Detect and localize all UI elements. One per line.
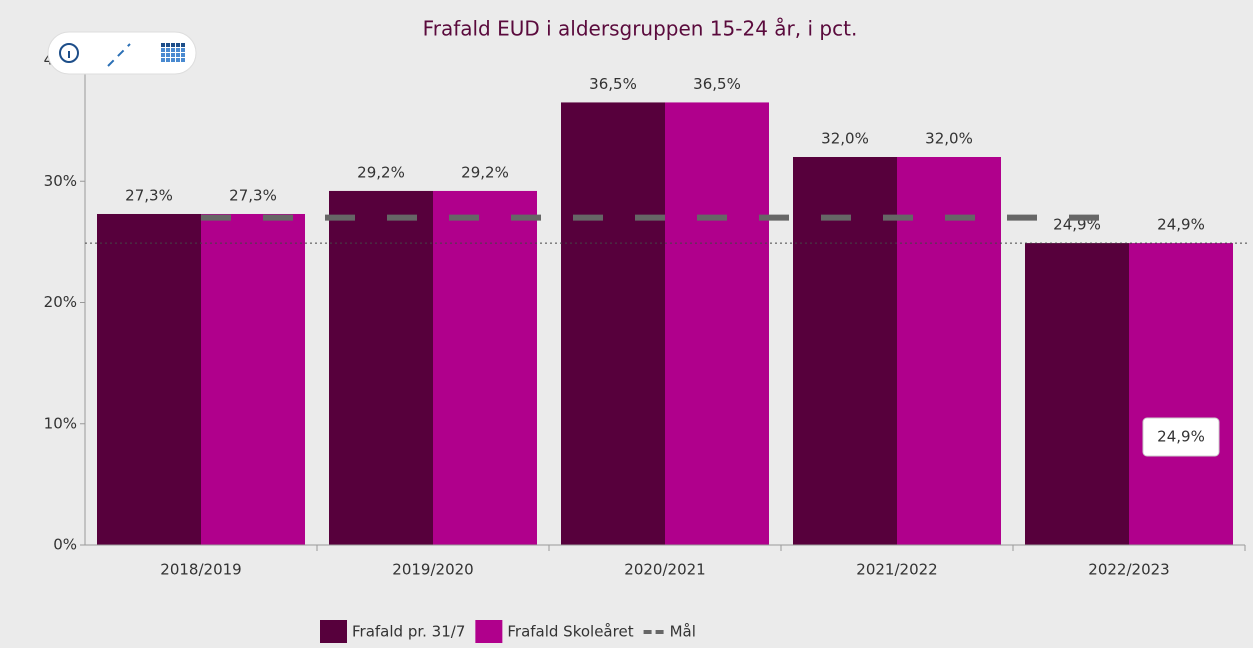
table-icon-cell[interactable] xyxy=(181,58,185,62)
table-icon-cell[interactable] xyxy=(166,48,170,52)
bar xyxy=(329,190,433,545)
table-icon-cell[interactable] xyxy=(171,48,175,52)
table-icon-cell[interactable] xyxy=(166,58,170,62)
table-icon-cell[interactable] xyxy=(171,58,175,62)
table-icon-cell[interactable] xyxy=(181,53,185,57)
bar xyxy=(665,102,769,545)
table-icon-cell[interactable] xyxy=(181,43,185,47)
x-tick-label: 2019/2020 xyxy=(392,561,473,579)
table-icon-cell[interactable] xyxy=(166,43,170,47)
table-icon-cell[interactable] xyxy=(171,43,175,47)
table-icon-cell[interactable] xyxy=(161,43,165,47)
x-tick-label: 2018/2019 xyxy=(160,561,241,579)
bar xyxy=(561,102,665,545)
bar xyxy=(433,190,537,545)
table-icon-cell[interactable] xyxy=(161,48,165,52)
legend-label: Frafald Skoleåret xyxy=(507,623,633,641)
x-tick-label: 2022/2023 xyxy=(1088,561,1169,579)
data-label: 36,5% xyxy=(693,75,741,93)
bar xyxy=(793,157,897,545)
legend-swatch xyxy=(475,620,503,643)
legend-swatch xyxy=(320,620,347,643)
table-icon-cell[interactable] xyxy=(176,48,180,52)
y-tick-label: 20% xyxy=(44,293,77,311)
info-icon[interactable] xyxy=(59,43,79,63)
table-icon-cell[interactable] xyxy=(176,43,180,47)
data-label: 29,2% xyxy=(357,163,405,181)
bar xyxy=(1129,243,1233,545)
y-tick-label: 10% xyxy=(44,414,77,432)
table-icon-cell[interactable] xyxy=(181,48,185,52)
y-tick-label: 30% xyxy=(44,172,77,190)
y-tick-label: 0% xyxy=(53,536,77,554)
data-label: 24,9% xyxy=(1157,216,1205,234)
data-label: 36,5% xyxy=(589,75,637,93)
expand-icon[interactable] xyxy=(107,43,131,67)
bar xyxy=(897,157,1001,545)
tooltip-box xyxy=(1142,417,1220,457)
legend-label: Mål xyxy=(670,623,696,641)
table-icon-cell[interactable] xyxy=(176,58,180,62)
table-icon-cell[interactable] xyxy=(161,53,165,57)
table-icon-cell[interactable] xyxy=(166,53,170,57)
data-label: 29,2% xyxy=(461,163,509,181)
table-icon-cell[interactable] xyxy=(171,53,175,57)
data-label: 32,0% xyxy=(925,130,973,148)
data-label: 27,3% xyxy=(125,186,173,204)
tooltip-text: 24,9% xyxy=(1157,428,1205,446)
x-tick-label: 2020/2021 xyxy=(624,561,705,579)
table-icon-cell[interactable] xyxy=(176,53,180,57)
bar xyxy=(97,213,201,546)
table-icon-cell[interactable] xyxy=(161,58,165,62)
data-label: 32,0% xyxy=(821,130,869,148)
chart-title: Frafald EUD i aldersgruppen 15-24 år, i … xyxy=(423,17,858,41)
toolbar xyxy=(47,31,197,75)
legend-label: Frafald pr. 31/7 xyxy=(352,623,465,641)
bar xyxy=(1025,243,1129,545)
data-label: 27,3% xyxy=(229,186,277,204)
x-tick-label: 2021/2022 xyxy=(856,561,937,579)
bar xyxy=(201,213,305,546)
